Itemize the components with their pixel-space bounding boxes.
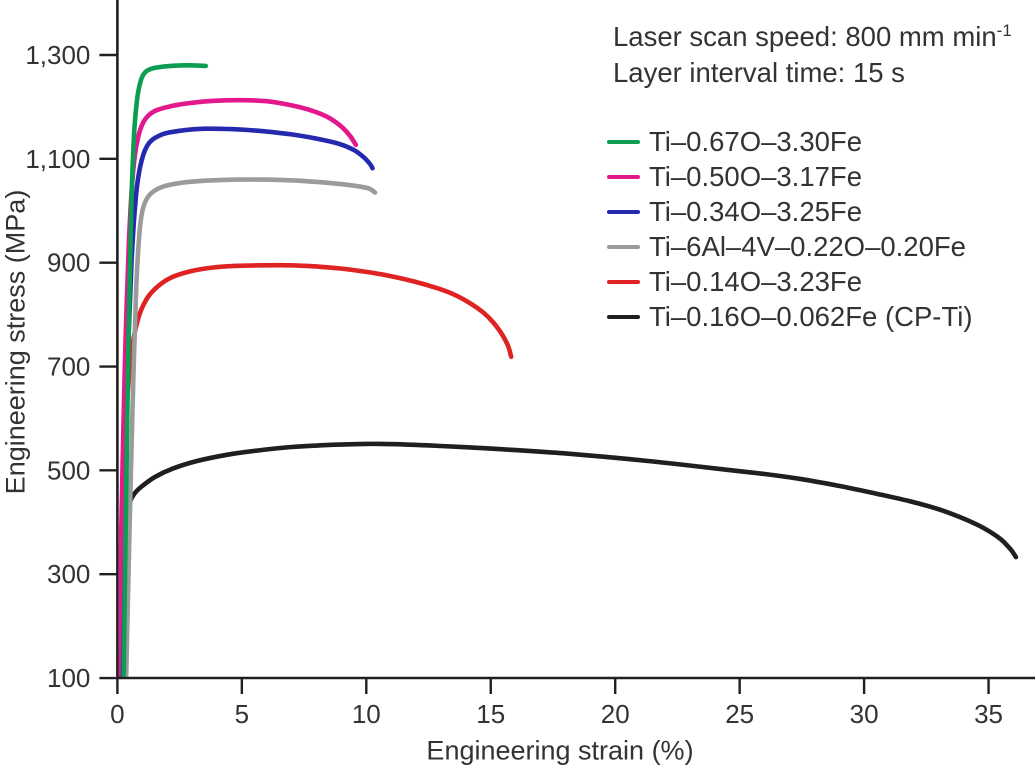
- x-tick-label-0: 0: [110, 699, 124, 729]
- legend-label-5: Ti–0.16O–0.062Fe (CP-Ti): [649, 300, 973, 332]
- legend-label-3: Ti–6Al–4V–0.22O–0.20Fe: [649, 230, 966, 262]
- x-tick-label-35: 35: [974, 699, 1003, 729]
- axes: [116, 0, 1035, 680]
- legend-swatch-1: [607, 174, 640, 179]
- y-tick-label-500: 500: [47, 455, 90, 485]
- legend-row-5: Ti–0.16O–0.062Fe (CP-Ti): [607, 299, 973, 334]
- curve-ti-0.34o-3.25fe: [118, 126, 375, 677]
- annotation-line1-text: Laser scan speed: 800 mm min: [613, 21, 997, 52]
- legend-swatch-4: [607, 279, 640, 284]
- x-tick-label-5: 5: [235, 699, 249, 729]
- annotation-line1-superscript: -1: [996, 20, 1012, 40]
- x-tick-label-25: 25: [725, 699, 754, 729]
- curve-ti-0.14o-3.23fe: [119, 262, 514, 517]
- y-tick-label-1300: 1,300: [25, 40, 90, 70]
- x-tick-label-20: 20: [601, 699, 630, 729]
- legend-label-1: Ti–0.50O–3.17Fe: [649, 160, 863, 192]
- y-tick-label-300: 300: [47, 559, 90, 589]
- legend-row-4: Ti–0.14O–3.23Fe: [607, 264, 973, 299]
- legend: Ti–0.67O–3.30Fe Ti–0.50O–3.17Fe Ti–0.34O–3…: [607, 124, 973, 334]
- x-tick-label-15: 15: [476, 699, 505, 729]
- legend-row-3: Ti–6Al–4V–0.22O–0.20Fe: [607, 229, 973, 264]
- curve-ti-6al-4v-0.22o-0.20fe: [123, 177, 378, 677]
- legend-label-4: Ti–0.14O–3.23Fe: [649, 265, 863, 297]
- curves-group: [118, 62, 1019, 677]
- annotation-block: Laser scan speed: 800 mm min-1 Layer int…: [613, 19, 1012, 91]
- annotation-line2: Layer interval time: 15 s: [613, 57, 905, 88]
- x-tick-label-30: 30: [850, 699, 879, 729]
- y-axis-title: Engineering stress (MPa): [0, 189, 31, 495]
- x-axis-title: Engineering strain (%): [426, 735, 694, 766]
- y-tick-label-900: 900: [47, 248, 90, 278]
- y-tick-label-1100: 1,100: [25, 144, 90, 174]
- legend-row-0: Ti–0.67O–3.30Fe: [607, 124, 973, 159]
- y-tick-label-100: 100: [47, 663, 90, 693]
- legend-swatch-2: [607, 209, 640, 214]
- tick-labels: 100 300 500 700 900 1,100 1,300 0 5 10 15 20 25 30 35: [25, 40, 1003, 729]
- y-tick-label-700: 700: [47, 352, 90, 382]
- tick-marks: [99, 53, 990, 694]
- legend-row-2: Ti–0.34O–3.25Fe: [607, 194, 973, 229]
- legend-label-2: Ti–0.34O–3.25Fe: [649, 195, 863, 227]
- x-tick-label-10: 10: [352, 699, 381, 729]
- legend-swatch-3: [607, 244, 640, 249]
- curve-ti-0.16o-0.062fe-cp-ti-: [118, 441, 1019, 677]
- legend-swatch-5: [607, 314, 640, 319]
- annotation-line1: Laser scan speed: 800 mm min-1: [613, 19, 1012, 55]
- legend-row-1: Ti–0.50O–3.17Fe: [607, 159, 973, 194]
- legend-label-0: Ti–0.67O–3.30Fe: [649, 125, 863, 157]
- legend-swatch-0: [607, 139, 640, 144]
- curve-ti-0.50o-3.17fe: [118, 97, 359, 677]
- curve-ti-0.67o-3.30fe: [121, 62, 209, 677]
